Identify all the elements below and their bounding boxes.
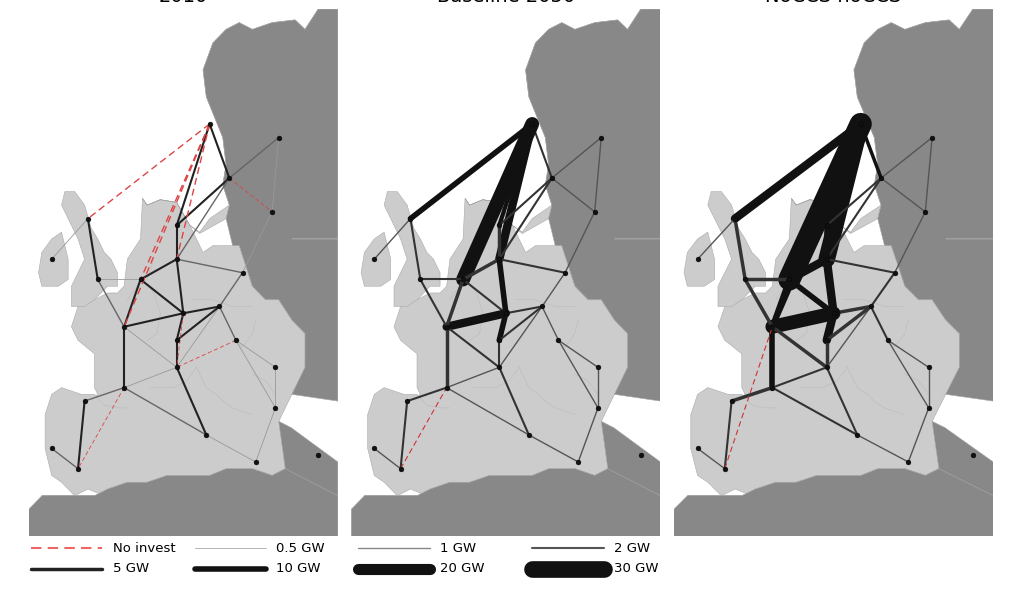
Polygon shape: [361, 232, 391, 286]
Text: 5 GW: 5 GW: [113, 562, 148, 576]
Text: 20 GW: 20 GW: [440, 562, 484, 576]
Polygon shape: [351, 468, 660, 536]
Polygon shape: [674, 468, 993, 536]
Polygon shape: [905, 421, 993, 536]
Polygon shape: [525, 9, 660, 401]
Polygon shape: [29, 468, 338, 536]
Text: 30 GW: 30 GW: [614, 562, 658, 576]
Polygon shape: [203, 9, 338, 401]
Polygon shape: [792, 20, 959, 233]
Polygon shape: [687, 198, 959, 496]
Polygon shape: [42, 198, 305, 496]
Text: Baseline 2050: Baseline 2050: [436, 0, 575, 6]
Polygon shape: [905, 9, 993, 245]
Polygon shape: [574, 421, 660, 536]
Text: No invest: No invest: [113, 542, 175, 554]
Text: NoCCS noCCS: NoCCS noCCS: [765, 0, 902, 6]
Polygon shape: [854, 9, 993, 401]
Polygon shape: [384, 191, 440, 307]
Polygon shape: [252, 9, 338, 245]
Text: 0.5 GW: 0.5 GW: [276, 542, 325, 554]
Polygon shape: [252, 421, 338, 536]
Text: 2010: 2010: [159, 0, 208, 6]
Text: 1 GW: 1 GW: [440, 542, 476, 554]
Polygon shape: [684, 232, 715, 286]
Polygon shape: [61, 191, 118, 307]
Text: 2 GW: 2 GW: [614, 542, 650, 554]
Polygon shape: [39, 232, 69, 286]
Polygon shape: [574, 9, 660, 245]
Polygon shape: [142, 20, 305, 233]
Polygon shape: [365, 198, 628, 496]
Polygon shape: [0, 84, 18, 125]
Text: 10 GW: 10 GW: [276, 562, 321, 576]
Polygon shape: [465, 20, 628, 233]
Polygon shape: [589, 84, 664, 125]
Polygon shape: [269, 84, 341, 125]
Polygon shape: [708, 191, 766, 307]
